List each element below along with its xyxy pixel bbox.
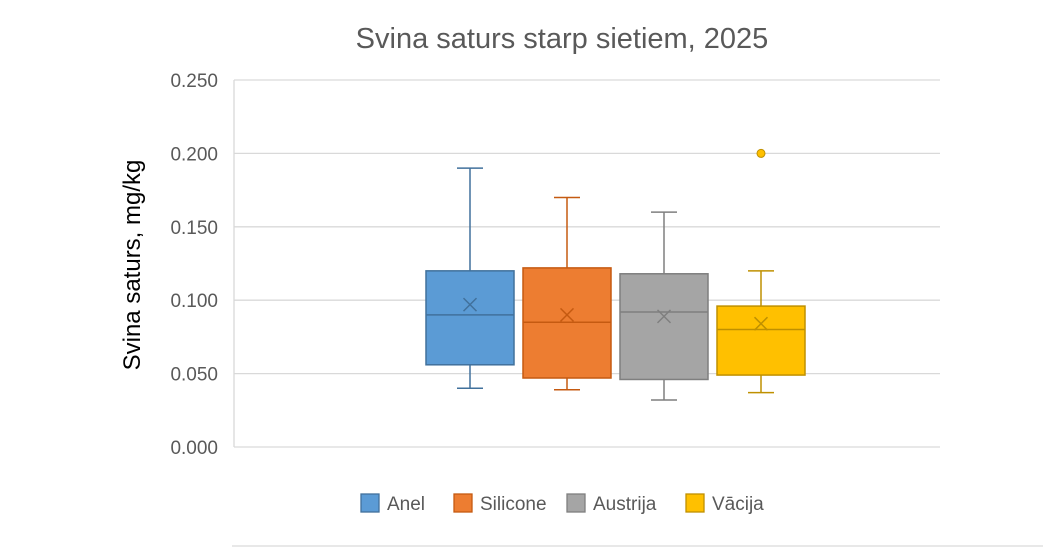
box-plot-silicone <box>522 196 612 391</box>
legend-item-anel: Anel <box>360 493 425 515</box>
y-tick-label: 0.100 <box>170 291 218 312</box>
box-plots <box>425 148 806 401</box>
mean-marker <box>462 297 478 312</box>
legend: Anel Silicone Austrija Vācija <box>360 493 764 515</box>
legend-swatch <box>453 493 473 513</box>
gridlines <box>233 79 940 448</box>
legend-label: Austrija <box>593 494 657 515</box>
mean-marker <box>656 309 672 324</box>
box-plot-vācija <box>716 148 806 394</box>
y-tick-label: 0.050 <box>170 365 218 386</box>
legend-item-vācija: Vācija <box>685 493 764 515</box>
iqr-box <box>716 305 806 376</box>
mean-marker <box>559 307 575 322</box>
legend-label: Anel <box>387 494 425 515</box>
y-axis-label: Svina saturs, mg/kg <box>119 160 146 371</box>
y-axis-ticks: 0.000 0.050 0.100 0.150 0.200 0.250 <box>170 71 218 459</box>
legend-label: Vācija <box>712 494 764 515</box>
box-plot-anel <box>425 167 515 390</box>
chart-title: Svina saturs starp sietiem, 2025 <box>356 23 769 55</box>
legend-swatch <box>360 493 380 513</box>
iqr-box <box>425 270 515 366</box>
legend-item-austrija: Austrija <box>566 493 657 515</box>
legend-swatch <box>566 493 586 513</box>
y-tick-label: 0.150 <box>170 218 218 239</box>
y-tick-label: 0.000 <box>170 438 218 459</box>
mean-marker <box>753 316 769 331</box>
y-tick-label: 0.250 <box>170 71 218 92</box>
legend-label: Silicone <box>480 494 547 515</box>
outlier-point <box>756 148 766 158</box>
legend-swatch <box>685 493 705 513</box>
y-tick-label: 0.200 <box>170 144 218 165</box>
legend-item-silicone: Silicone <box>453 493 547 515</box>
iqr-box <box>619 273 709 381</box>
box-plot-austrija <box>619 211 709 401</box>
